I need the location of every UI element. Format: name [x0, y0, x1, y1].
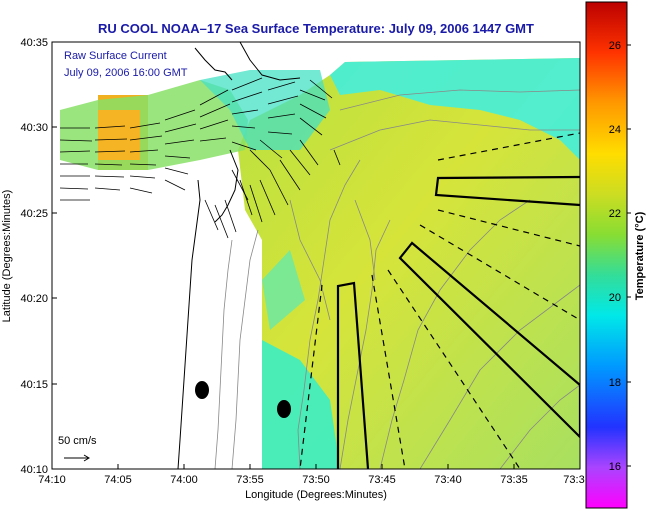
x-tick-label: 73:45 — [368, 474, 396, 486]
x-tick-label: 73:55 — [236, 474, 264, 486]
y-tick-label: 40:15 — [20, 379, 48, 391]
current-vectors — [59, 77, 341, 239]
x-axis-label: Longitude (Degrees:Minutes) — [245, 489, 387, 501]
x-tick-label: 74:05 — [104, 474, 132, 486]
coastline-staten — [194, 47, 233, 81]
legend-line-2: July 09, 2006 16:00 GMT — [64, 67, 188, 79]
x-tick-label: 73:40 — [434, 474, 462, 486]
coastline-sandy-hook — [214, 149, 239, 223]
x-tick-label: 73:3 — [563, 474, 584, 486]
colorbar: 26 24 22 20 18 16 Temperature (°C) — [585, 1, 646, 509]
track-box-diagonal — [398, 241, 580, 439]
colorbar-tick-label: 20 — [609, 292, 621, 304]
colorbar-tick-label: 24 — [609, 124, 621, 136]
sst-cyan-southwest — [262, 340, 340, 469]
legend-line-1: Raw Surface Current — [64, 50, 167, 62]
scale-bar-label: 50 cm/s — [58, 435, 97, 447]
colorbar-tick-label: 16 — [609, 461, 621, 473]
station-marker-west — [195, 381, 209, 399]
sst-warm-core — [98, 110, 140, 160]
y-tick-label: 40:25 — [20, 208, 48, 220]
y-tick-label: 40:30 — [20, 122, 48, 134]
x-axis: 74:10 74:05 74:00 73:55 73:50 73:45 73:4… — [38, 464, 585, 501]
y-tick-label: 40:35 — [20, 37, 48, 49]
y-axis-label: Latitude (Degrees:Minutes) — [1, 190, 13, 323]
map-title: RU COOL NOAA–17 Sea Surface Temperature:… — [98, 21, 534, 36]
sst-cyan-north — [330, 58, 580, 160]
y-axis: 40:35 40:30 40:25 40:20 40:15 40:10 Lati… — [1, 37, 57, 476]
coastline-long-island — [239, 42, 301, 81]
sst-cyan-west — [262, 250, 305, 330]
coastline-nj — [177, 179, 201, 469]
colorbar-scale — [585, 1, 628, 509]
survey-dashed-lines — [299, 132, 580, 469]
colorbar-tick-label: 22 — [609, 208, 621, 220]
map-area — [52, 42, 580, 469]
station-marker-east — [277, 400, 291, 418]
x-tick-label: 73:50 — [302, 474, 330, 486]
scale-bar-arrowhead — [83, 454, 90, 462]
survey-track-boxes — [336, 175, 580, 469]
y-tick-label: 40:10 — [20, 464, 48, 476]
sst-field — [238, 58, 580, 469]
colorbar-tick-label: 26 — [609, 40, 621, 52]
colorbar-tick-label: 18 — [609, 377, 621, 389]
x-tick-label: 74:10 — [38, 474, 66, 486]
colorbar-label: Temperature (°C) — [634, 211, 646, 300]
x-tick-label: 73:35 — [500, 474, 528, 486]
y-tick-label: 40:20 — [20, 293, 48, 305]
track-box-south — [336, 281, 370, 469]
track-box-north — [434, 175, 580, 207]
x-tick-label: 74:00 — [170, 474, 198, 486]
